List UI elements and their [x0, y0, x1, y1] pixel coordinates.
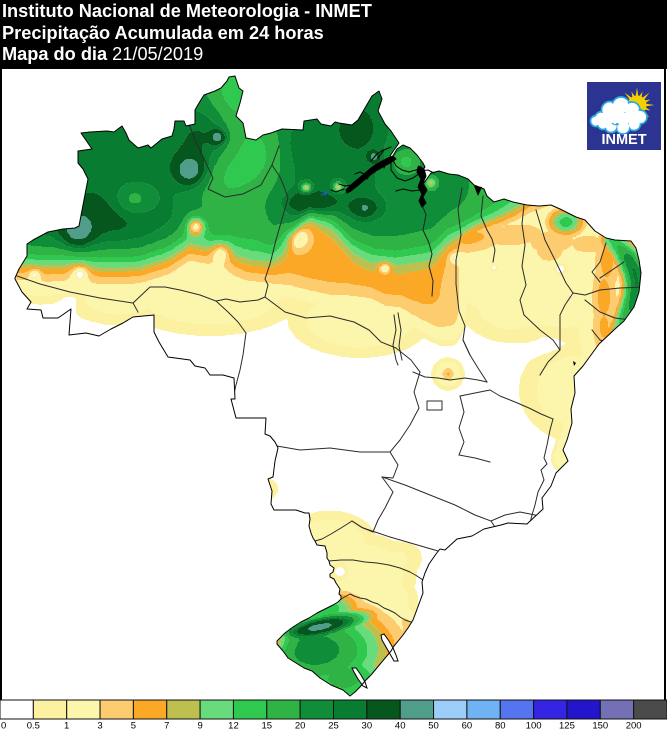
svg-text:200: 200 [626, 721, 642, 730]
svg-text:0.5: 0.5 [27, 721, 40, 730]
svg-text:9: 9 [197, 721, 202, 730]
svg-text:INMET: INMET [601, 132, 646, 148]
svg-text:100: 100 [526, 721, 542, 730]
svg-text:5: 5 [131, 721, 136, 730]
svg-text:20: 20 [295, 721, 306, 730]
svg-text:7: 7 [164, 721, 169, 730]
svg-text:40: 40 [395, 721, 406, 730]
svg-text:30: 30 [362, 721, 373, 730]
svg-text:80: 80 [495, 721, 506, 730]
svg-text:150: 150 [592, 721, 608, 730]
svg-text:1: 1 [64, 721, 69, 730]
svg-text:15: 15 [262, 721, 273, 730]
svg-text:0: 0 [1, 721, 6, 730]
svg-text:3: 3 [97, 721, 102, 730]
svg-text:25: 25 [328, 721, 339, 730]
svg-text:12: 12 [228, 721, 239, 730]
svg-text:50: 50 [428, 721, 439, 730]
svg-text:125: 125 [559, 721, 575, 730]
svg-text:60: 60 [462, 721, 473, 730]
